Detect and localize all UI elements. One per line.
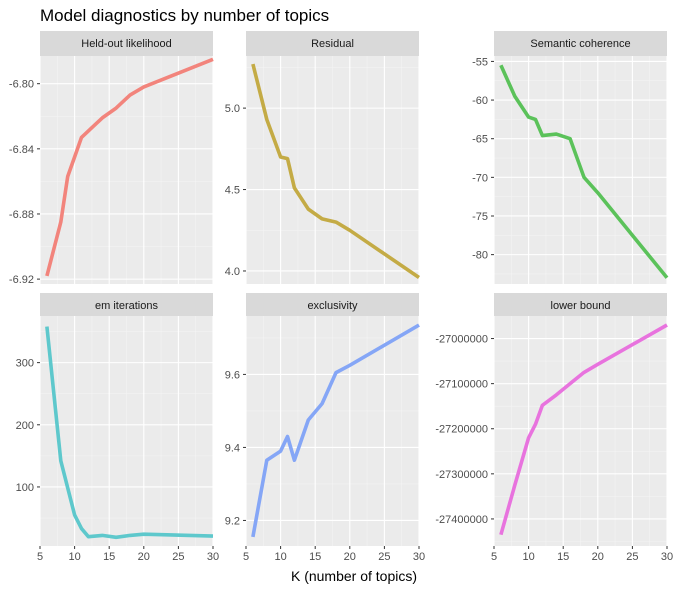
facet-panel: Semantic coherence -80 -75 -70 -65 -60 -55 xyxy=(472,31,669,284)
y-tick-label: 100 xyxy=(16,482,34,494)
series-line xyxy=(499,323,668,536)
y-tick-label: -80 xyxy=(472,250,488,262)
y-tick-label: -6.88 xyxy=(9,209,34,221)
y-tick-label: 300 xyxy=(16,358,34,370)
figure-title: Model diagnostics by number of topics xyxy=(40,6,329,25)
facet-strip-label: lower bound xyxy=(551,300,611,312)
y-tick-label: -6.92 xyxy=(9,274,34,286)
y-tick-label: -75 xyxy=(472,211,488,223)
y-tick-label: 5.0 xyxy=(225,103,240,115)
x-tick-label: 10 xyxy=(274,551,286,563)
y-tick-label: -60 xyxy=(472,95,488,107)
facet-strip-label: Semantic coherence xyxy=(530,38,630,50)
y-tick-label: -27200000 xyxy=(435,424,488,436)
x-tick-label: 25 xyxy=(172,551,184,563)
facet-panel: Residual 4.0 4.5 5.0 xyxy=(225,31,421,284)
facet-strip xyxy=(494,31,667,56)
x-tick-label: 30 xyxy=(661,551,673,563)
x-tick-label: 20 xyxy=(138,551,150,563)
facet-strip-label: exclusivity xyxy=(307,300,358,312)
series-line xyxy=(499,64,669,279)
y-tick-label: -70 xyxy=(472,172,488,184)
facet-strip-label: Residual xyxy=(311,38,354,50)
series-line xyxy=(251,323,420,538)
y-tick-label: -55 xyxy=(472,56,488,68)
x-tick-label: 5 xyxy=(243,551,249,563)
facet-strip xyxy=(246,293,419,316)
y-tick-label: 200 xyxy=(16,420,34,432)
x-tick-label: 20 xyxy=(592,551,604,563)
x-tick-label: 10 xyxy=(68,551,80,563)
series-line xyxy=(45,326,214,540)
y-tick-label: 4.0 xyxy=(225,266,240,278)
y-tick-label: -27300000 xyxy=(435,469,488,481)
x-tick-label: 15 xyxy=(309,551,321,563)
y-tick-label: -27400000 xyxy=(435,514,488,526)
x-tick-label: 5 xyxy=(491,551,497,563)
y-tick-label: -27000000 xyxy=(435,334,488,346)
y-tick-label: 9.2 xyxy=(225,515,240,527)
facet-strip xyxy=(40,31,213,56)
facet-strip xyxy=(246,31,419,56)
facet-panel: em iterations 100 200 300 5 10 15 20 25 30 xyxy=(16,293,219,563)
facet-strip xyxy=(494,293,667,316)
facet-panels: Held-out likelihood -6.92 -6.88 -6.84 -6.80 R… xyxy=(9,31,673,563)
facet-panel: lower bound -27400000 -27300000 -27200000 -2… xyxy=(435,293,673,563)
y-tick-label: 4.5 xyxy=(225,185,240,197)
x-tick-label: 25 xyxy=(626,551,638,563)
x-axis-label: K (number of topics) xyxy=(291,568,417,584)
x-tick-label: 5 xyxy=(37,551,43,563)
facet-panel: exclusivity 9.2 9.4 9.6 5 10 15 20 25 30 xyxy=(225,293,425,563)
series-line xyxy=(45,57,214,277)
x-tick-label: 10 xyxy=(522,551,534,563)
x-tick-label: 25 xyxy=(378,551,390,563)
facet-strip xyxy=(40,293,213,316)
x-tick-label: 30 xyxy=(413,551,425,563)
facet-strip-label: em iterations xyxy=(95,300,158,312)
y-tick-label: -6.84 xyxy=(9,144,34,156)
y-tick-label: 9.4 xyxy=(225,442,240,454)
y-tick-label: -65 xyxy=(472,134,488,146)
y-tick-label: -6.80 xyxy=(9,79,34,91)
x-tick-label: 15 xyxy=(557,551,569,563)
y-tick-label: -27100000 xyxy=(435,379,488,391)
facet-strip-label: Held-out likelihood xyxy=(81,38,172,50)
series-line xyxy=(251,63,421,279)
y-tick-label: 9.6 xyxy=(225,369,240,381)
x-tick-label: 30 xyxy=(207,551,219,563)
x-tick-label: 15 xyxy=(103,551,115,563)
facet-panel: Held-out likelihood -6.92 -6.88 -6.84 -6.80 xyxy=(9,31,214,286)
x-tick-label: 20 xyxy=(344,551,356,563)
